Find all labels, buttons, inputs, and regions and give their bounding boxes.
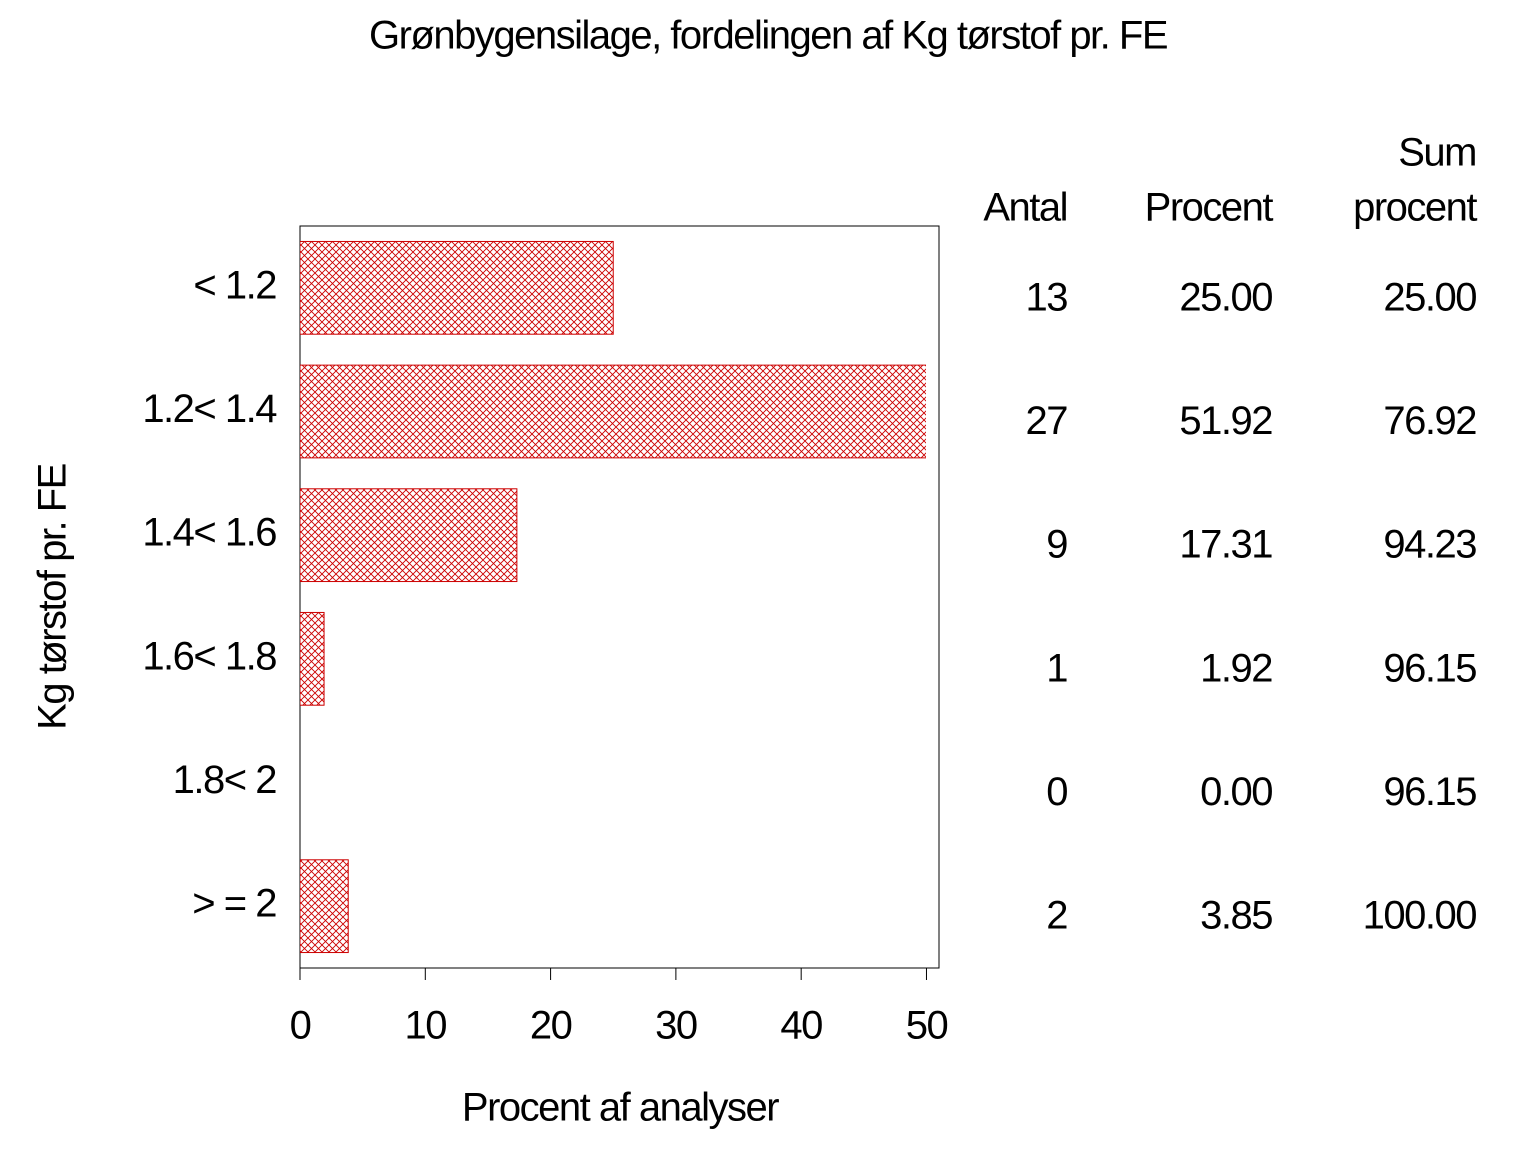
percent-cell: 0.00 <box>1200 770 1272 814</box>
bar <box>300 488 518 583</box>
x-axis-label: Procent af analyser <box>462 1086 779 1130</box>
x-tick-label: 20 <box>530 1004 572 1048</box>
percent-cell: 3.85 <box>1200 894 1272 938</box>
column-header: Procent <box>1145 186 1274 230</box>
count-cell: 0 <box>1046 770 1067 814</box>
column-header: Sum <box>1398 131 1476 175</box>
percent-cell: 1.92 <box>1200 646 1272 690</box>
cumulative-cell: 94.23 <box>1383 523 1476 567</box>
plot-area <box>300 240 926 954</box>
y-tick-label: < 1.2 <box>193 263 276 307</box>
percent-cell: 51.92 <box>1179 399 1272 443</box>
percent-cell: 25.00 <box>1179 275 1272 319</box>
y-tick-label: > = 2 <box>192 882 276 926</box>
y-tick-label: 1.4< 1.6 <box>142 511 276 555</box>
chart-title: Grønbygensilage, fordelingen af Kg tørst… <box>369 14 1167 58</box>
x-tick-label: 40 <box>780 1004 822 1048</box>
y-tick-label: 1.2< 1.4 <box>142 387 277 431</box>
x-tick-label: 0 <box>290 1004 311 1048</box>
plot-frame <box>299 225 940 969</box>
bar <box>300 240 614 335</box>
count-cell: 13 <box>1026 275 1068 319</box>
x-tick-label: 30 <box>655 1004 697 1048</box>
cumulative-cell: 96.15 <box>1383 646 1476 690</box>
y-tick-label: 1.6< 1.8 <box>142 634 276 678</box>
cumulative-cell: 25.00 <box>1383 275 1476 319</box>
count-cell: 1 <box>1046 646 1067 690</box>
cumulative-cell: 100.00 <box>1363 894 1477 938</box>
column-header: procent <box>1353 186 1477 230</box>
y-axis-label: Kg tørstof pr. FE <box>31 464 75 730</box>
x-tick-label: 50 <box>906 1004 948 1048</box>
cumulative-cell: 76.92 <box>1383 399 1476 443</box>
bar <box>300 364 926 459</box>
column-header: Antal <box>983 186 1067 230</box>
cumulative-cell: 96.15 <box>1383 770 1476 814</box>
bar <box>300 859 349 954</box>
x-tick-label: 10 <box>405 1004 447 1048</box>
count-cell: 2 <box>1046 894 1067 938</box>
count-cell: 27 <box>1026 399 1068 443</box>
y-tick-label: 1.8< 2 <box>173 758 277 802</box>
percent-cell: 17.31 <box>1179 523 1272 567</box>
count-cell: 9 <box>1046 523 1067 567</box>
bar <box>300 611 325 706</box>
